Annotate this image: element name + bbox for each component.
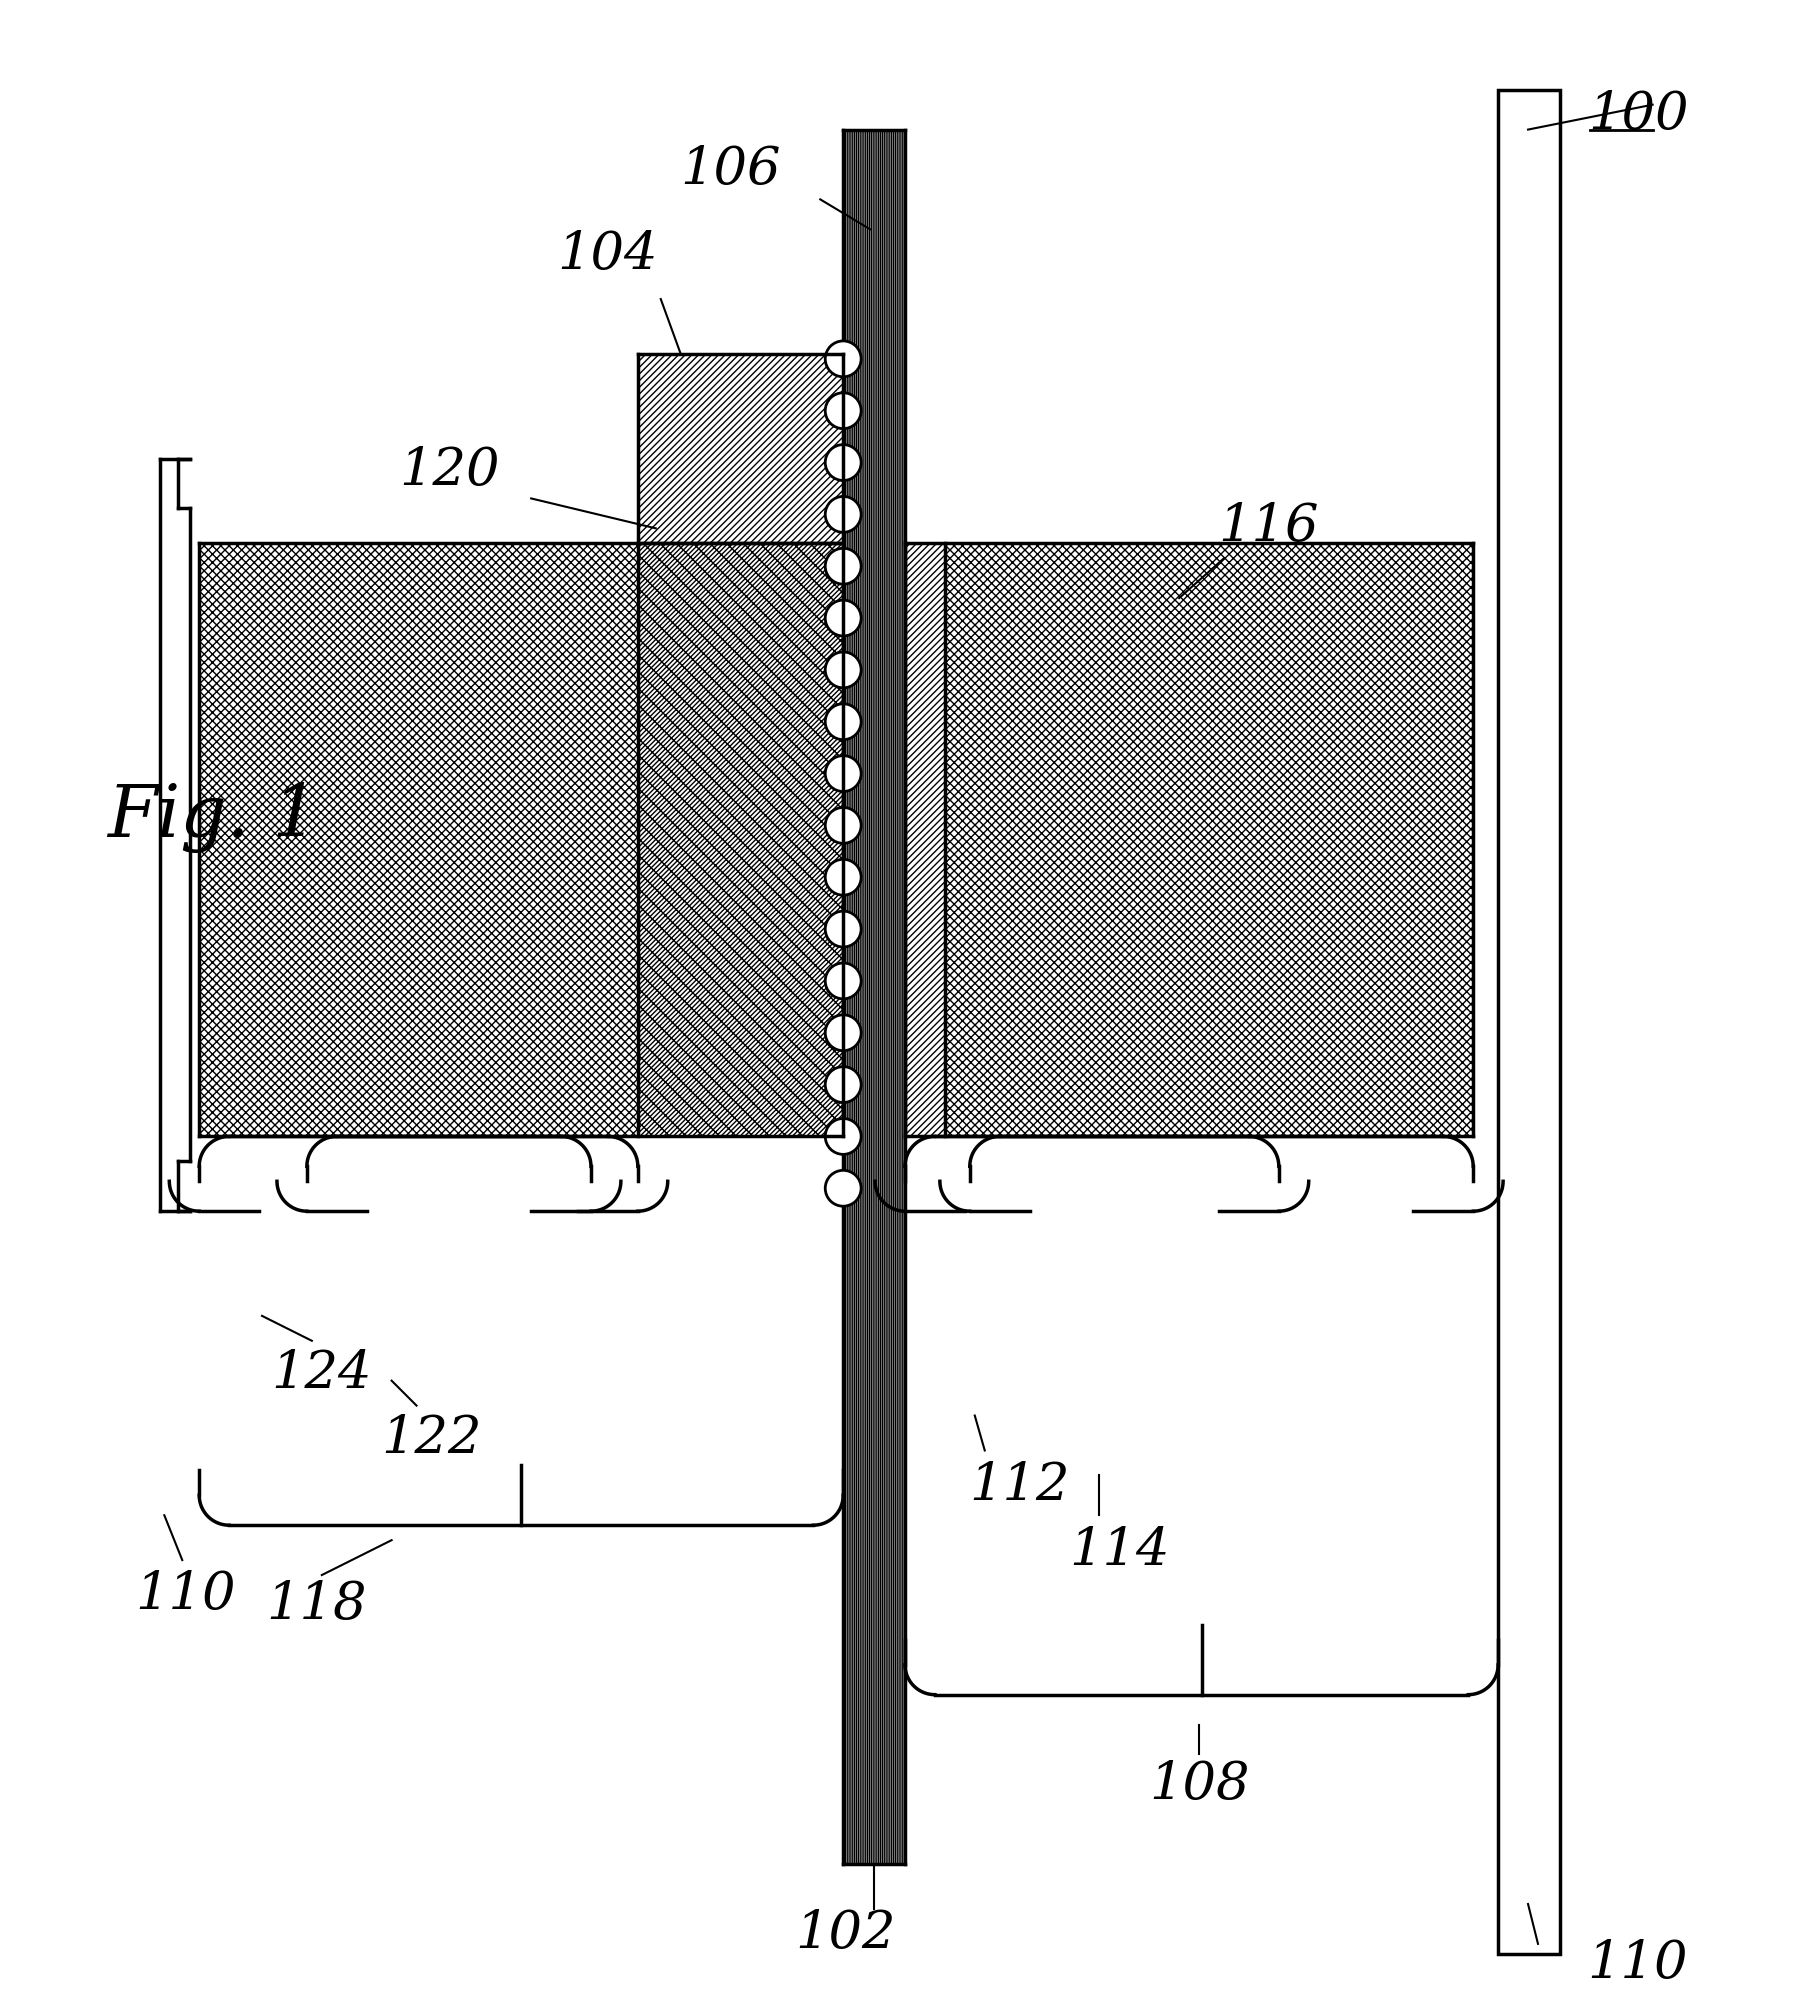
Text: 124: 124 — [271, 1349, 372, 1398]
Circle shape — [825, 860, 861, 896]
Text: 110: 110 — [1587, 1939, 1688, 1989]
Circle shape — [825, 912, 861, 948]
Text: 112: 112 — [969, 1460, 1070, 1510]
Circle shape — [825, 808, 861, 844]
Text: 114: 114 — [1069, 1524, 1170, 1576]
Circle shape — [825, 549, 861, 585]
Text: Fig. 1: Fig. 1 — [108, 782, 319, 854]
Circle shape — [825, 964, 861, 999]
Circle shape — [825, 756, 861, 792]
Text: 118: 118 — [267, 1580, 366, 1630]
Text: 122: 122 — [381, 1412, 482, 1464]
Bar — [637, 353, 843, 543]
Circle shape — [825, 704, 861, 740]
Bar — [843, 130, 904, 1863]
Bar — [199, 543, 637, 1137]
Circle shape — [825, 341, 861, 377]
Bar — [904, 543, 1473, 1137]
Text: 106: 106 — [680, 144, 782, 196]
Text: 104: 104 — [558, 229, 659, 279]
Circle shape — [825, 1171, 861, 1207]
Bar — [904, 543, 1473, 1137]
Bar — [1498, 90, 1560, 1953]
Text: 100: 100 — [1588, 90, 1688, 140]
Circle shape — [825, 393, 861, 429]
Bar — [637, 543, 843, 1137]
Circle shape — [825, 652, 861, 688]
Circle shape — [825, 445, 861, 481]
Text: 116: 116 — [1218, 501, 1319, 553]
Bar — [904, 543, 944, 1137]
Circle shape — [825, 1015, 861, 1051]
Text: 110: 110 — [135, 1570, 235, 1620]
Bar — [843, 130, 904, 1863]
Bar — [637, 543, 843, 1137]
Text: 102: 102 — [794, 1909, 895, 1959]
Circle shape — [825, 1119, 861, 1155]
Circle shape — [825, 497, 861, 533]
Bar — [637, 353, 843, 543]
Circle shape — [825, 600, 861, 636]
Bar — [199, 543, 637, 1137]
Circle shape — [825, 1067, 861, 1103]
Text: 120: 120 — [399, 445, 500, 497]
Bar — [904, 543, 944, 1137]
Text: 108: 108 — [1148, 1760, 1249, 1809]
